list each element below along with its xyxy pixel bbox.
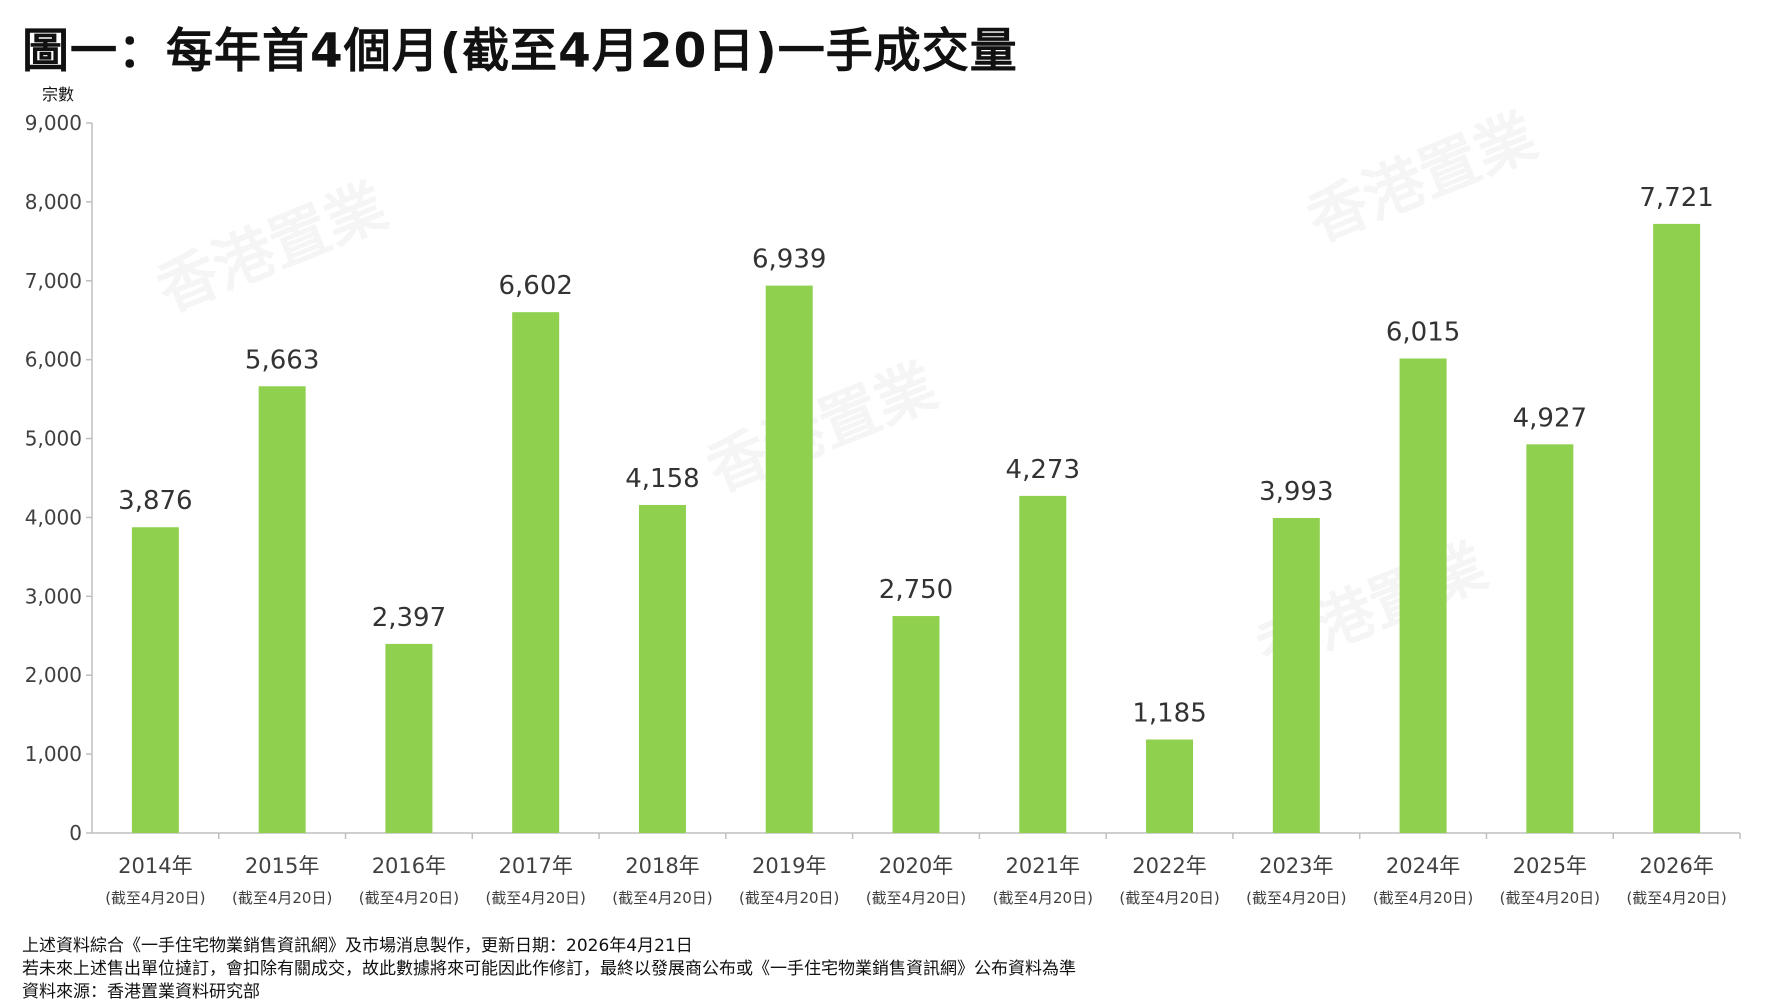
x-tick-label: 2024年: [1386, 854, 1460, 878]
y-tick-label: 0: [69, 821, 82, 845]
x-tick-label: 2015年: [245, 854, 319, 878]
x-tick-sublabel: (截至4月20日): [1500, 889, 1600, 907]
x-tick-label: 2014年: [118, 854, 192, 878]
x-tick-sublabel: (截至4月20日): [612, 889, 712, 907]
y-tick-label: 8,000: [25, 190, 82, 214]
data-label: 6,015: [1386, 317, 1460, 347]
bar-2026年: [1653, 223, 1701, 833]
data-label: 4,273: [1006, 455, 1080, 485]
x-tick-sublabel: (截至4月20日): [232, 889, 332, 907]
y-tick-label: 3,000: [25, 584, 82, 608]
y-tick-label: 6,000: [25, 348, 82, 372]
footnote-revision-note: 若未來上述售出單位撻訂，會扣除有關成交，故此數據將來可能因此作修訂，最終以發展商…: [22, 959, 1076, 979]
data-label: 1,185: [1132, 699, 1206, 729]
data-label: 6,602: [498, 271, 572, 301]
x-tick-sublabel: (截至4月20日): [866, 889, 966, 907]
y-tick-label: 1,000: [25, 742, 82, 766]
data-label: 4,927: [1513, 403, 1587, 433]
x-tick-sublabel: (截至4月20日): [1246, 889, 1346, 907]
y-tick-label: 4,000: [25, 505, 82, 529]
footnote-data-source: 資料來源：香港置業資料研究部: [22, 982, 260, 1002]
bar-2018年: [638, 504, 686, 833]
x-tick-sublabel: (截至4月20日): [1119, 889, 1219, 907]
bar-2017年: [512, 312, 560, 834]
x-tick-label: 2023年: [1259, 854, 1333, 878]
x-tick-label: 2020年: [879, 854, 953, 878]
x-tick-label: 2018年: [625, 854, 699, 878]
bar-2016年: [385, 643, 433, 833]
bar-chart: 宗數 0 1,000 2,000 3,000 4,000 5,000 6,000 7,000 8,…: [25, 85, 1741, 907]
bar-2019年: [765, 285, 813, 834]
data-label: 2,750: [879, 575, 953, 605]
x-tick-sublabel: (截至4月20日): [993, 889, 1093, 907]
x-tick-label: 2025年: [1513, 854, 1587, 878]
data-label: 3,876: [118, 486, 192, 516]
x-tick-sublabel: (截至4月20日): [1626, 889, 1726, 907]
bar-2015年: [258, 386, 306, 833]
y-axis-title: 宗數: [42, 85, 74, 104]
bar-chart-svg: 宗數 0 1,000 2,000 3,000 4,000 5,000 6,000 7,000 8,…: [25, 85, 1741, 907]
bar-2024年: [1399, 358, 1447, 833]
bar-2025年: [1526, 444, 1574, 833]
x-tick-sublabel: (截至4月20日): [739, 889, 839, 907]
y-tick-label: 2,000: [25, 663, 82, 687]
x-tick-label: 2026年: [1639, 854, 1713, 878]
y-tick-label: 7,000: [25, 269, 82, 293]
data-label: 4,158: [625, 464, 699, 494]
x-tick-label: 2017年: [498, 854, 572, 878]
data-label: 2,397: [372, 603, 446, 633]
x-tick-label: 2021年: [1006, 854, 1080, 878]
x-tick-label: 2016年: [372, 854, 446, 878]
data-label: 7,721: [1639, 183, 1713, 213]
x-tick-sublabel: (截至4月20日): [1373, 889, 1473, 907]
bar-2021年: [1019, 495, 1067, 833]
data-label: 3,993: [1259, 477, 1333, 507]
y-tick-label: 5,000: [25, 427, 82, 451]
x-tick-label: 2022年: [1132, 854, 1206, 878]
bar-2023年: [1272, 517, 1320, 833]
x-tick-label: 2019年: [752, 854, 826, 878]
x-tick-sublabel: (截至4月20日): [486, 889, 586, 907]
footnotes: 上述資料綜合《一手住宅物業銷售資訊網》及市場消息製作，更新日期：2026年4月2…: [22, 935, 1076, 1004]
bar-2022年: [1146, 739, 1194, 833]
bar-2020年: [892, 616, 940, 833]
bar-2014年: [131, 527, 179, 833]
footnote-source-note: 上述資料綜合《一手住宅物業銷售資訊網》及市場消息製作，更新日期：2026年4月2…: [22, 936, 693, 956]
data-label: 5,663: [245, 345, 319, 375]
x-tick-sublabel: (截至4月20日): [105, 889, 205, 907]
y-tick-label: 9,000: [25, 111, 82, 135]
data-label: 6,939: [752, 245, 826, 275]
x-tick-sublabel: (截至4月20日): [359, 889, 459, 907]
page-title: 圖一：每年首4個月(截至4月20日)一手成交量: [22, 24, 1018, 79]
